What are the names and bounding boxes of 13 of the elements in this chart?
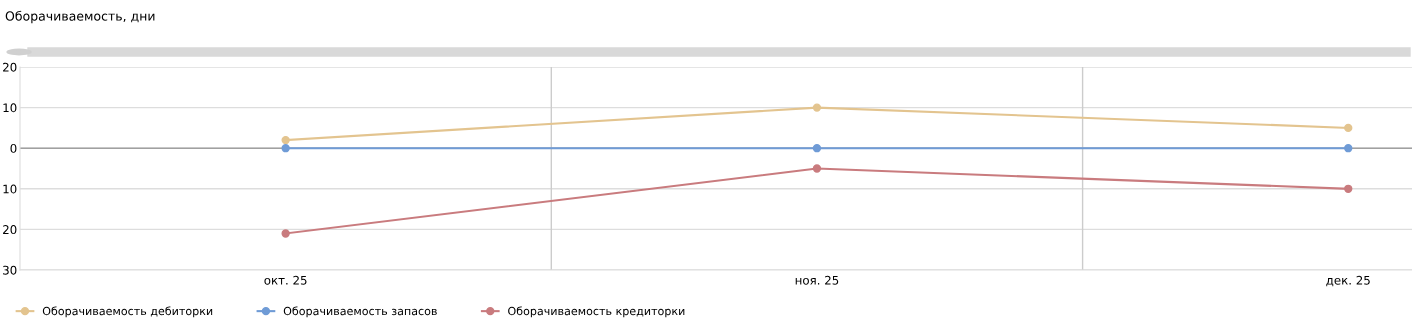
legend-label: Оборачиваемость запасов (283, 306, 437, 318)
y-tick-label: 0 (10, 143, 17, 153)
y-tick-label: 10 (3, 184, 17, 194)
y-tick-label: 30 (3, 265, 17, 275)
x-tick-label: дек. 25 (1326, 275, 1370, 287)
y-tick-label: 20 (3, 225, 17, 235)
x-tick-label: окт. 25 (264, 275, 307, 285)
legend-label: Оборачиваемость кредиторки (508, 306, 685, 318)
y-tick-label: 10 (3, 103, 17, 113)
legend-label: Оборачиваемость дебиторки (42, 306, 213, 318)
chart-title: Оборачиваемость, дни (5, 10, 155, 24)
y-tick-label: 20 (3, 62, 17, 72)
x-tick-label: ноя. 25 (795, 275, 839, 285)
